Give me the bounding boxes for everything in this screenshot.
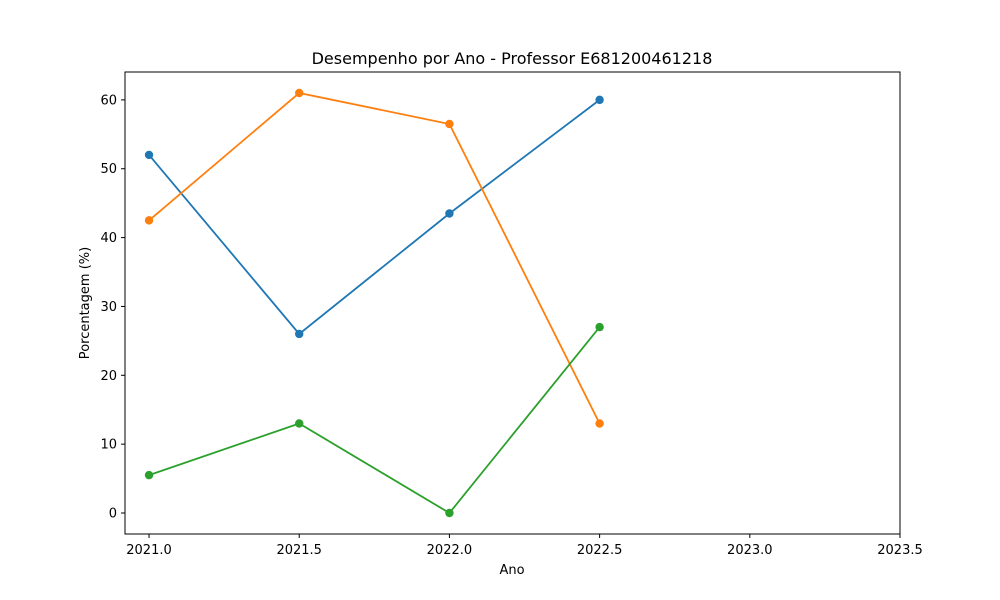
x-axis-label: Ano (499, 563, 524, 578)
series-line-3 (148, 326, 601, 515)
data-point (445, 209, 454, 218)
y-axis: 0 10 20 30 40 50 60 (100, 93, 125, 522)
data-point (445, 508, 454, 518)
data-point (144, 150, 154, 160)
series-line-1 (148, 99, 601, 336)
x-tick-label: 2021.0 (126, 543, 172, 558)
x-tick-label: 2023.0 (727, 543, 773, 558)
data-point (595, 95, 604, 105)
axes-frame (124, 71, 901, 535)
y-tick-label: 0 (109, 507, 117, 522)
data-point (295, 88, 304, 98)
y-tick-label: 30 (100, 300, 117, 315)
y-tick-label: 10 (100, 438, 117, 453)
y-tick-label: 20 (100, 369, 117, 384)
x-tick-label: 2021.5 (276, 543, 322, 558)
data-point (445, 119, 454, 129)
data-point (144, 216, 154, 225)
data-point (295, 329, 304, 339)
data-point (595, 419, 604, 428)
data-point (295, 419, 304, 428)
series-line-2 (148, 92, 601, 424)
y-tick-label: 40 (100, 231, 117, 246)
chart-title: Desempenho por Ano - Professor E68120046… (312, 49, 713, 68)
plot-area (144, 88, 604, 518)
x-tick-label: 2022.0 (427, 543, 473, 558)
x-axis: 2021.0 2021.5 2022.0 2022.5 2023.0 2023.5 (126, 534, 923, 558)
x-tick-label: 2023.5 (877, 543, 923, 558)
data-point (595, 322, 604, 332)
x-tick-label: 2022.5 (577, 543, 623, 558)
y-tick-label: 60 (100, 93, 117, 108)
y-tick-label: 50 (100, 162, 117, 177)
data-point (144, 470, 154, 480)
y-axis-label: Porcentagem (%) (78, 247, 93, 359)
